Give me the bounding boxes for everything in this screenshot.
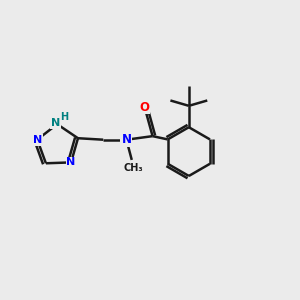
Text: N: N (33, 135, 42, 145)
Text: CH₃: CH₃ (123, 163, 143, 173)
Text: H: H (61, 112, 69, 122)
Text: N: N (122, 133, 131, 146)
Text: O: O (140, 100, 149, 113)
Text: N: N (51, 118, 60, 128)
Text: N: N (66, 158, 76, 167)
